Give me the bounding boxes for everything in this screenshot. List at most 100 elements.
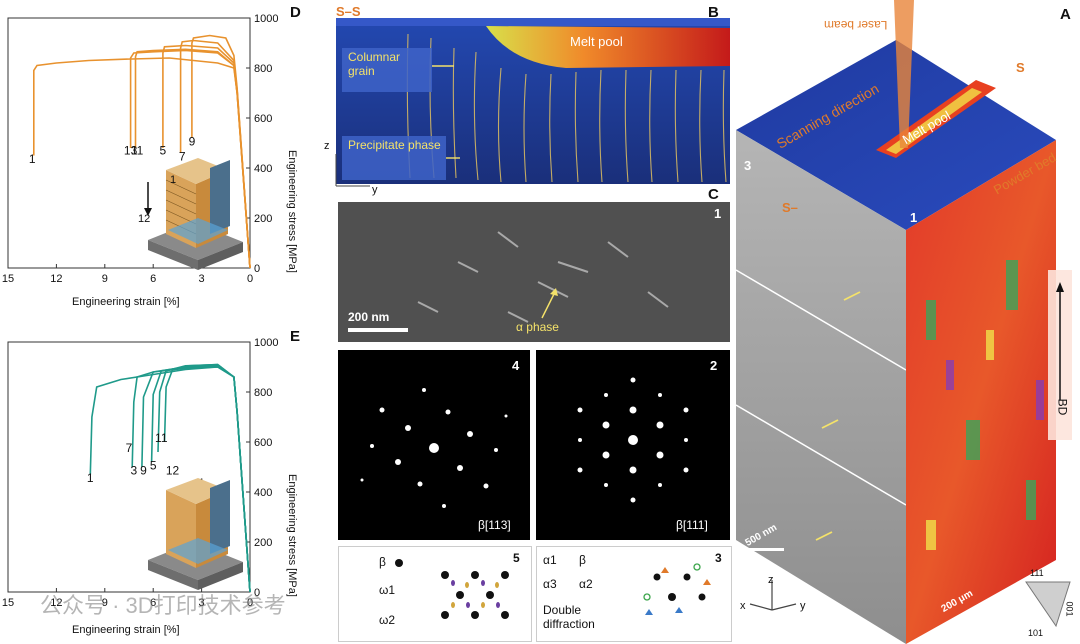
c5-number: 5 (513, 551, 520, 565)
b-axes-icon (335, 154, 370, 187)
a-s-label: S (1016, 60, 1025, 75)
a-sprime-label: S– (782, 200, 798, 215)
x-tick-label: 0 (247, 273, 253, 285)
curve-label: 7 (126, 441, 133, 455)
chart-e: 03691215020040060080010001395711121 (2, 337, 279, 609)
x-tick-label: 3 (199, 273, 205, 285)
legend-5: 5 β ω1 ω2 (338, 546, 532, 642)
a-face-3: 3 (744, 158, 752, 173)
a-face-1: 1 (910, 210, 918, 225)
ipf-101: 101 (1028, 628, 1044, 638)
x-tick-label: 6 (150, 273, 156, 285)
d-xlabel: Engineering strain [%] (72, 296, 180, 308)
legend-5-pattern (441, 571, 509, 619)
diffraction-113: 4 β[113] (338, 350, 530, 540)
b-precip-label: Precipitate phase (348, 138, 441, 152)
panel-letter-b: B (708, 4, 719, 21)
a-axis-x: x (740, 600, 746, 612)
b-axis-y: y (372, 184, 378, 196)
b-columnar-label: Columnar grain (348, 50, 401, 78)
c5-beta: β (379, 555, 386, 569)
y-tick-label: 0 (254, 587, 260, 599)
curve-label: 12 (166, 464, 180, 478)
watermark: 公众号 · 3D打印技术参考 (40, 593, 286, 618)
c2-number: 2 (710, 358, 718, 373)
c5-w2: ω2 (379, 613, 396, 627)
curve-label: 11 (131, 143, 144, 157)
plot-frame (7, 17, 251, 269)
panel-letter-a: A (1060, 6, 1071, 23)
c3-number: 3 (715, 551, 722, 565)
y-tick-label: 400 (254, 487, 272, 499)
ipf-001: 001 (1064, 601, 1075, 617)
x-tick-label: 15 (2, 597, 14, 609)
e-ylabel: Engineering stress [MPa] (286, 474, 298, 597)
e-xlabel: Engineering strain [%] (72, 624, 180, 636)
a-laser-label: Laser beam (824, 18, 888, 32)
d-ylabel: Engineering stress [MPa] (286, 150, 298, 273)
c1-scalebar-label: 200 nm (348, 310, 390, 324)
d-inset-bottom-label: 12 (138, 213, 151, 225)
y-tick-label: 600 (254, 113, 272, 125)
curve-label: 13 (124, 143, 138, 157)
series-line-11 (163, 363, 251, 593)
x-tick-label: 15 (2, 273, 14, 285)
a-face-2: 2 (1058, 150, 1066, 165)
ipf-111: 111 (1030, 568, 1044, 578)
a-axis-y: y (800, 600, 806, 612)
legend-3: 3 β α1 α2 α3 Double diffraction (536, 546, 732, 642)
a-axis-z: z (768, 574, 774, 586)
specimen-inset-e (148, 478, 243, 590)
curve-label: 9 (140, 464, 147, 478)
d-inset-arrow (144, 182, 152, 216)
y-tick-label: 800 (254, 387, 272, 399)
legend-3-pattern (643, 563, 711, 615)
b-melt-label: Melt pool (570, 34, 623, 49)
panel-letter-c: C (708, 186, 719, 203)
y-tick-label: 800 (254, 63, 272, 75)
curve-label: 5 (150, 459, 157, 473)
c1-number: 1 (714, 206, 722, 221)
block-3d (736, 0, 1072, 644)
c2-zone: β[111] (676, 518, 708, 532)
b-axis-z: z (324, 140, 330, 152)
curve-label: 9 (189, 135, 196, 149)
c5-w1: ω1 (379, 583, 396, 597)
curve-label: 1 (87, 471, 94, 485)
x-tick-label: 6 (150, 597, 156, 609)
curve-label: 7 (179, 150, 186, 164)
curve-label: 11 (155, 431, 168, 445)
y-tick-label: 0 (254, 263, 260, 275)
x-tick-label: 0 (247, 597, 253, 609)
c3-double: Double diffraction (543, 603, 595, 631)
curve-label: 1 (29, 152, 36, 166)
curve-label: 5 (160, 143, 167, 157)
x-tick-label: 12 (50, 273, 62, 285)
c4-number: 4 (512, 358, 520, 373)
plot-frame (7, 341, 251, 593)
beta-marker-5 (395, 559, 403, 567)
c3-beta: β (579, 553, 586, 567)
diffraction-111-spots (577, 377, 689, 503)
y-tick-label: 200 (254, 537, 272, 549)
curve-label: 3 (130, 464, 137, 478)
x-tick-label: 9 (102, 597, 108, 609)
diffraction-111: 2 β[111] (536, 350, 730, 540)
series-line-9 (191, 34, 251, 269)
y-tick-label: 400 (254, 163, 272, 175)
c1-scalebar (348, 328, 408, 332)
x-tick-label: 3 (199, 597, 205, 609)
b-section-label: S–S (336, 4, 361, 19)
x-tick-label: 12 (50, 597, 62, 609)
panel-letter-e: E (290, 328, 301, 345)
c1-alpha-label: α phase (516, 320, 559, 334)
a-bd-label: BD (1055, 398, 1070, 416)
specimen-inset-d (148, 158, 243, 270)
y-tick-label: 200 (254, 213, 272, 225)
y-tick-label: 600 (254, 437, 272, 449)
tem-image: 1 200 nm α phase (338, 202, 730, 342)
c4-zone: β[113] (478, 518, 511, 532)
y-tick-label: 1000 (254, 337, 278, 349)
